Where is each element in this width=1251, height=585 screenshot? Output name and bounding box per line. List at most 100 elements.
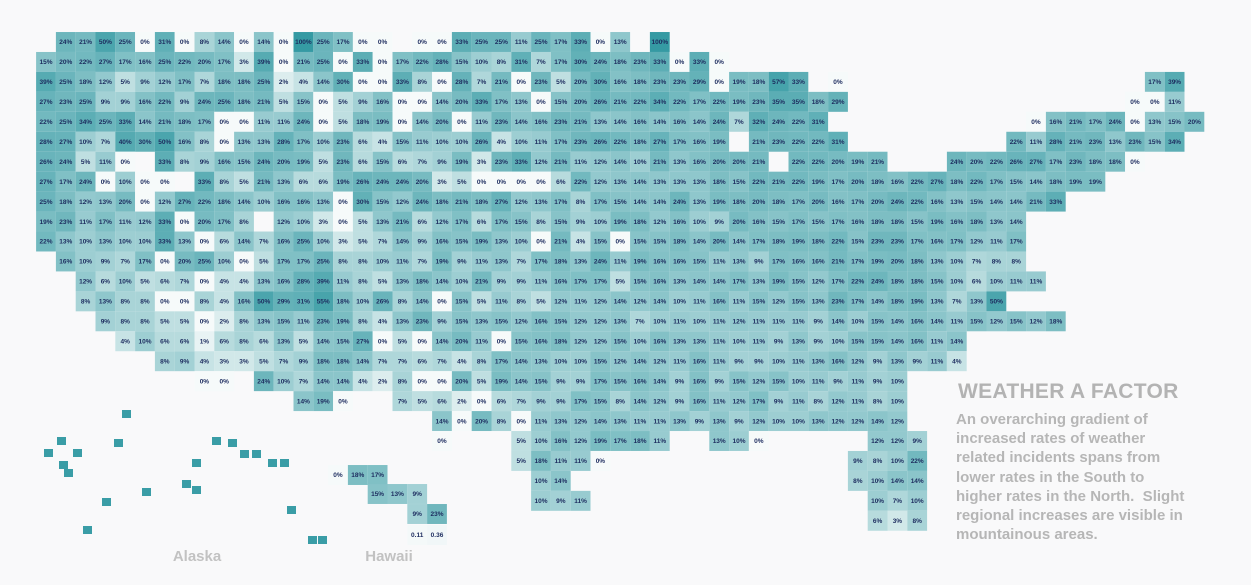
tile xyxy=(788,191,809,212)
tile xyxy=(788,351,809,372)
tile xyxy=(333,131,353,152)
tile xyxy=(174,91,195,112)
tile xyxy=(471,111,492,132)
tile xyxy=(550,431,571,451)
tile-label: 8% xyxy=(497,418,507,425)
tile-label: 4% xyxy=(200,358,210,365)
tile-label: 10% xyxy=(653,319,666,326)
tile-label: 29% xyxy=(277,299,290,306)
tile-label: 23% xyxy=(59,219,72,226)
tile-label: 28% xyxy=(455,79,468,86)
tile xyxy=(372,131,393,152)
tile-label: 8% xyxy=(813,398,823,405)
tile xyxy=(808,171,829,192)
tile xyxy=(768,211,789,232)
tile-label: 11% xyxy=(515,39,528,46)
tile xyxy=(590,151,611,172)
tile xyxy=(649,251,670,272)
tile-label: 21% xyxy=(79,39,92,46)
tile xyxy=(649,271,670,292)
alaska-tile xyxy=(114,439,123,447)
tile xyxy=(372,191,393,212)
tile-label: 12% xyxy=(970,239,983,246)
tile xyxy=(729,431,749,451)
tile xyxy=(847,291,868,312)
tile xyxy=(412,331,433,352)
tile xyxy=(590,131,611,152)
tile xyxy=(234,131,254,152)
tile-label: 10% xyxy=(554,358,567,365)
tile-label: 15% xyxy=(1010,319,1023,326)
tile xyxy=(491,91,512,112)
tile-label: 39% xyxy=(257,59,270,66)
tile-label: 24% xyxy=(59,39,72,46)
tile xyxy=(55,171,76,192)
tile-label: 0% xyxy=(338,219,348,226)
tile-label: 8% xyxy=(1011,259,1021,266)
tile-label: 18% xyxy=(336,299,349,306)
tile-label: 17% xyxy=(594,199,607,206)
tile xyxy=(887,431,908,451)
tile-label: 23% xyxy=(673,79,686,86)
tile-label: 0% xyxy=(754,438,764,445)
tile-label: 22% xyxy=(614,139,627,146)
tile-label: 24% xyxy=(772,119,785,126)
tile xyxy=(214,351,235,372)
tile xyxy=(550,331,571,352)
tile xyxy=(570,171,591,192)
tile-label: 8% xyxy=(219,179,229,186)
tile-label: 4% xyxy=(378,139,388,146)
tile-label: 10% xyxy=(891,458,904,465)
tile-label: 12% xyxy=(79,199,92,206)
tile xyxy=(253,331,274,352)
tile-label: 6% xyxy=(318,179,328,186)
tile-label: 24% xyxy=(891,199,904,206)
tile-label: 5% xyxy=(615,279,625,286)
tile xyxy=(748,211,769,232)
tile xyxy=(491,391,512,412)
alaska-tile xyxy=(44,449,53,457)
tile xyxy=(729,371,749,392)
tile-label: 20% xyxy=(812,199,825,206)
tile xyxy=(55,51,76,72)
tile-label: 14% xyxy=(396,239,409,246)
tile xyxy=(669,211,690,232)
tile-label: 10% xyxy=(950,279,963,286)
tile-label: 0% xyxy=(219,139,229,146)
tile-label: 27% xyxy=(59,139,72,146)
tile xyxy=(115,111,136,132)
tile xyxy=(372,331,393,352)
tile xyxy=(531,331,551,352)
tile-label: 18% xyxy=(1109,159,1122,166)
tile-label: 35% xyxy=(772,99,785,106)
tile-label: 10% xyxy=(138,239,151,246)
tile xyxy=(768,231,789,252)
tile-label: 9% xyxy=(833,378,843,385)
tile xyxy=(531,151,551,172)
tile-label: 21% xyxy=(831,259,844,266)
tile xyxy=(412,391,433,412)
tile xyxy=(689,371,710,392)
tile-label: 0% xyxy=(140,39,150,46)
tile-label: 13% xyxy=(950,199,963,206)
tile-label: 13% xyxy=(653,179,666,186)
tile xyxy=(1006,311,1027,332)
tile-label: 12% xyxy=(594,159,607,166)
tile-label: 16% xyxy=(653,338,666,345)
tile xyxy=(570,211,591,232)
tile xyxy=(590,91,611,112)
tile xyxy=(451,211,472,232)
tile xyxy=(1085,151,1106,172)
tile-label: 22% xyxy=(416,59,429,66)
tile xyxy=(788,91,809,112)
tile xyxy=(174,311,195,332)
tile xyxy=(709,351,730,372)
tile-label: 5% xyxy=(81,159,91,166)
tile-label: 0% xyxy=(318,99,328,106)
tile-label: 19% xyxy=(495,378,508,385)
tile-label: 16% xyxy=(178,139,191,146)
tile-label: 19% xyxy=(455,159,468,166)
tile xyxy=(907,271,928,292)
tile xyxy=(1006,131,1027,152)
tile-label: 0% xyxy=(615,239,625,246)
